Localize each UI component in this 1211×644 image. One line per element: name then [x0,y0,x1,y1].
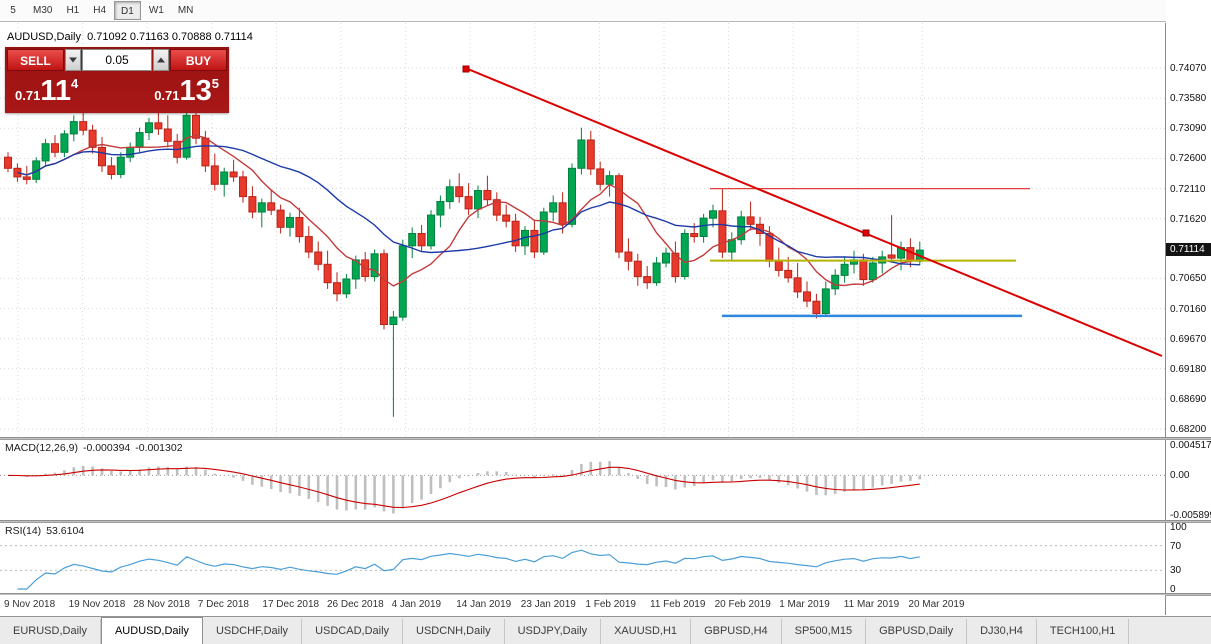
rsi-axis-label: 30 [1170,565,1182,577]
price-axis-label: 0.72110 [1170,183,1206,195]
price-axis-label: 0.74070 [1170,63,1207,75]
date-axis-label: 23 Jan 2019 [520,599,576,610]
chart-tab-eurusd[interactable]: EURUSD,Daily [0,619,101,644]
axis-divider [1165,23,1166,615]
macd-panel: MACD(12,26,9) -0.000394 -0.001302 [0,440,1165,520]
price-axis-label: 0.72600 [1170,153,1207,165]
rsi-axis-label: 0 [1170,584,1176,595]
date-axis-label: 11 Feb 2019 [650,599,706,610]
buy-button[interactable]: BUY [170,49,227,71]
date-axis-label: 26 Dec 2018 [327,599,384,610]
price-axis-label: 0.73090 [1170,123,1207,135]
date-axis-label: 19 Nov 2018 [68,599,126,610]
price-axis-label: 0.68200 [1170,424,1207,436]
price-axis-label: 0.69670 [1170,333,1207,345]
chart-tab-dj30[interactable]: DJ30,H4 [967,619,1037,644]
price-axis-label: 0.68690 [1170,393,1207,405]
date-axis-label: 1 Mar 2019 [779,599,830,610]
rsi-label: RSI(14) 53.6104 [5,525,85,537]
date-axis-label: 20 Mar 2019 [908,599,965,610]
rsi-axis-label: 70 [1170,540,1182,552]
rsi-chart [0,523,1165,593]
date-axis-label: 7 Dec 2018 [197,599,249,610]
chart-tab-usdjpy[interactable]: USDJPY,Daily [505,619,602,644]
date-axis[interactable]: 9 Nov 2018 19 Nov 2018 28 Nov 2018 7 Dec 20… [0,595,1165,615]
macd-chart [0,440,1165,520]
bid-price: 0.71114 [15,75,79,107]
chart-tab-tech100[interactable]: TECH100,H1 [1037,619,1130,644]
chart-tab-gbpusd[interactable]: GBPUSD,Daily [866,619,968,644]
date-axis-label: 11 Mar 2019 [843,599,900,610]
timeframe-button-d1[interactable]: D1 [114,1,141,20]
timeframe-button-h1[interactable]: H1 [66,5,80,16]
volume-input[interactable] [82,49,152,71]
date-axis-label: 20 Feb 2019 [714,599,771,610]
timeframe-button-h4[interactable]: H4 [93,5,107,16]
price-axis-label: 0.73580 [1170,93,1207,105]
price-axis-label: 0.71620 [1170,213,1207,225]
timeframe-toolbar: 5 M30 H1 H4 D1 W1 MN [0,0,1211,22]
price-axis[interactable]: 0.74070 0.73580 0.73090 0.72600 0.72110 0.716… [1166,0,1211,644]
rsi-axis-label: 100 [1170,522,1187,533]
date-axis-label: 9 Nov 2018 [4,599,56,610]
panel-resize-handle[interactable] [0,437,1211,440]
chart-tab-usdchf[interactable]: USDCHF,Daily [203,619,303,644]
date-axis-label: 1 Feb 2019 [585,599,636,610]
volume-increase-button[interactable] [153,49,169,71]
timeframe-button-m30[interactable]: M30 [33,5,53,16]
macd-label: MACD(12,26,9) -0.000394 -0.001302 [5,442,183,454]
date-axis-label: 28 Nov 2018 [133,599,190,610]
ask-price: 0.71135 [154,75,219,107]
chart-tab-bar: EURUSD,Daily AUDUSD,Daily USDCHF,Daily USDC… [0,616,1211,644]
chart-tab-audusd[interactable]: AUDUSD,Daily [100,617,203,644]
ohlc-label: AUDUSD,Daily 0.71092 0.71163 0.70888 0.7… [7,31,253,43]
chart-tab-usdcad[interactable]: USDCAD,Daily [302,619,404,644]
timeframe-button-w1[interactable]: W1 [148,5,164,16]
panel-resize-handle[interactable] [0,520,1211,523]
date-axis-label: 4 Jan 2019 [391,599,442,610]
price-axis-label: 0.70650 [1170,273,1207,285]
price-axis-label: 0.69180 [1170,363,1207,375]
date-axis-label: 14 Jan 2019 [456,599,512,610]
price-axis-label: 0.70160 [1170,303,1207,315]
chart-tab-xauusd[interactable]: XAUUSD,H1 [601,619,692,644]
chart-tab-usdcnh[interactable]: USDCNH,Daily [403,619,505,644]
timeframe-button-5[interactable]: 5 [10,5,16,16]
chart-tab-gbpusd[interactable]: GBPUSD,H4 [691,619,782,644]
current-price-box: 0.71114 [1166,242,1211,256]
one-click-trade-panel: SELL BUY 0.71114 0.71135 [5,47,229,113]
volume-decrease-button[interactable] [65,49,81,71]
price-chart-canvas[interactable]: AUDUSD,Daily 0.71092 0.71163 0.70888 0.7… [0,23,1165,437]
rsi-panel: RSI(14) 53.6104 [0,523,1165,593]
sell-button[interactable]: SELL [7,49,64,71]
macd-axis-label: -0.005899 [1170,510,1211,521]
candlestick-chart [0,23,1165,437]
chart-tab-sp500[interactable]: SP500,M15 [782,619,867,644]
macd-axis-label: 0.00 [1170,470,1190,482]
date-axis-label: 17 Dec 2018 [262,599,320,610]
macd-axis-label: 0.004517 [1170,440,1211,451]
timeframe-button-mn[interactable]: MN [177,5,194,16]
